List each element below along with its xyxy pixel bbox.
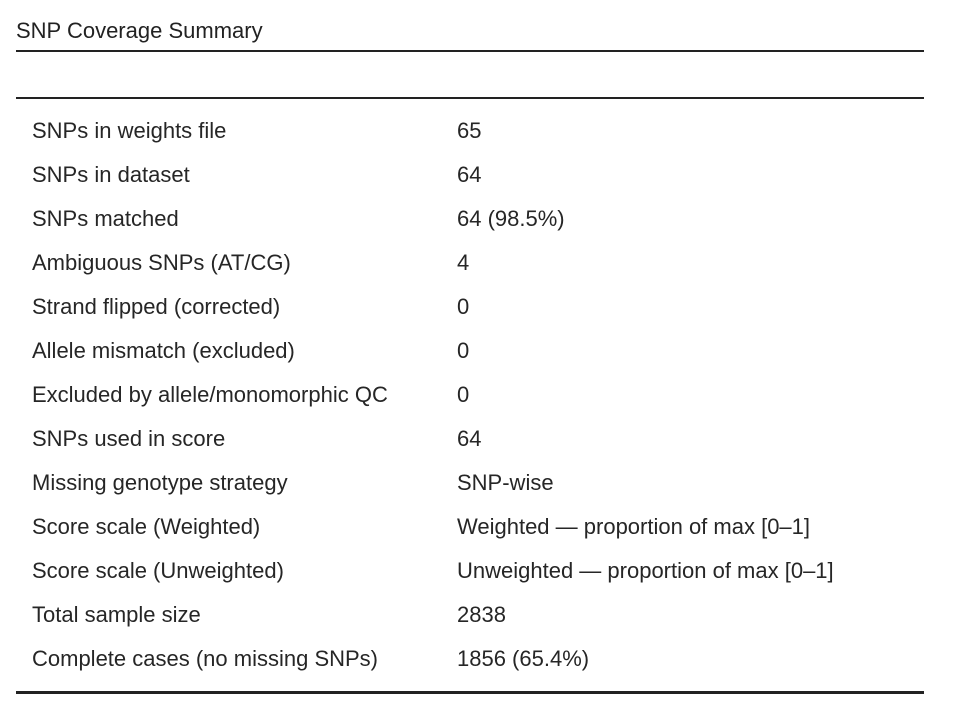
- snp-coverage-table: SNP Coverage Summary SNPs in weights fil…: [16, 0, 924, 694]
- table-row: Allele mismatch (excluded) 0: [16, 329, 924, 373]
- row-value: 0: [457, 294, 470, 319]
- row-value: 2838: [457, 602, 506, 627]
- row-value: 0: [457, 382, 470, 407]
- row-label: SNPs in weights file: [32, 118, 227, 143]
- table-row: Score scale (Unweighted) Unweighted — pr…: [16, 549, 924, 593]
- table-row: SNPs matched 64 (98.5%): [16, 197, 924, 241]
- table-body: SNPs in weights file 65 SNPs in dataset …: [16, 99, 924, 694]
- table-row: SNPs in weights file 65: [16, 109, 924, 153]
- row-label: Score scale (Unweighted): [32, 558, 284, 583]
- row-label: Excluded by allele/monomorphic QC: [32, 382, 388, 407]
- row-label: Complete cases (no missing SNPs): [32, 646, 379, 671]
- table-row: Missing genotype strategy SNP-wise: [16, 461, 924, 505]
- row-value: 64: [457, 426, 482, 451]
- row-label: Score scale (Weighted): [32, 514, 261, 539]
- table-row: Complete cases (no missing SNPs) 1856 (6…: [16, 637, 924, 681]
- row-label: Strand flipped (corrected): [32, 294, 281, 319]
- row-value: 4: [457, 250, 470, 275]
- row-value: Weighted — proportion of max [0–1]: [457, 514, 811, 539]
- row-value: 64: [457, 162, 482, 187]
- row-value: SNP-wise: [457, 470, 554, 495]
- table-row: Total sample size 2838: [16, 593, 924, 637]
- row-value: 0: [457, 338, 470, 363]
- row-value: Unweighted — proportion of max [0–1]: [457, 558, 834, 583]
- row-value: 65: [457, 118, 482, 143]
- row-label: Missing genotype strategy: [32, 470, 288, 495]
- row-label: Total sample size: [32, 602, 201, 627]
- table-row: SNPs in dataset 64: [16, 153, 924, 197]
- table-row: Ambiguous SNPs (AT/CG) 4: [16, 241, 924, 285]
- row-label: Ambiguous SNPs (AT/CG): [32, 250, 291, 275]
- table-row: SNPs used in score 64: [16, 417, 924, 461]
- table-header: [16, 52, 924, 99]
- table-row: Strand flipped (corrected) 0: [16, 285, 924, 329]
- table-caption: SNP Coverage Summary: [16, 0, 924, 52]
- row-label: SNPs used in score: [32, 426, 226, 451]
- row-label: SNPs in dataset: [32, 162, 190, 187]
- table-row: Score scale (Weighted) Weighted — propor…: [16, 505, 924, 549]
- table-row: Excluded by allele/monomorphic QC 0: [16, 373, 924, 417]
- row-label: Allele mismatch (excluded): [32, 338, 295, 363]
- row-value: 1856 (65.4%): [457, 646, 590, 671]
- row-label: SNPs matched: [32, 206, 179, 231]
- row-value: 64 (98.5%): [457, 206, 565, 231]
